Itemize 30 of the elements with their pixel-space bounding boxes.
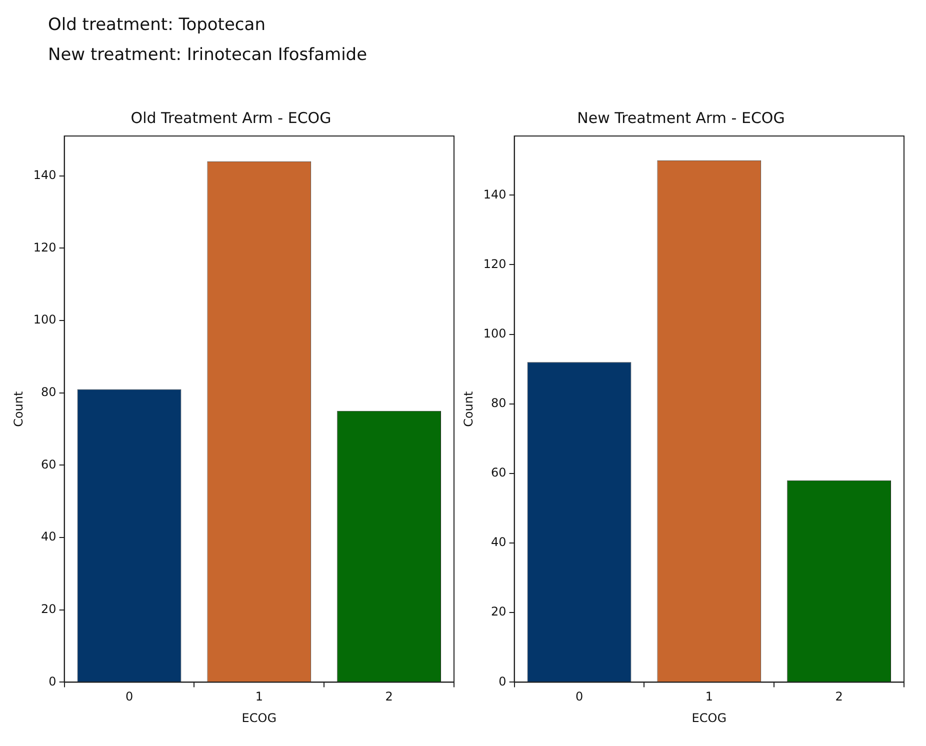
y-tick-label: 140 bbox=[33, 168, 56, 182]
y-tick-label: 100 bbox=[33, 312, 56, 327]
y-tick-label: 60 bbox=[491, 466, 506, 480]
y-tick-label: 100 bbox=[483, 326, 506, 340]
chart-title: Old Treatment Arm - ECOG bbox=[130, 108, 332, 127]
y-tick-label: 20 bbox=[491, 604, 506, 619]
y-tick-label: 120 bbox=[33, 240, 56, 254]
x-tick-label: 0 bbox=[575, 690, 584, 704]
x-tick-label: 1 bbox=[705, 690, 713, 704]
x-axis-title: ECOG bbox=[692, 710, 727, 725]
text: New treatment: Irinotecan Ifosfamide bbox=[48, 44, 368, 67]
x-axis-title: ECOG bbox=[242, 710, 277, 725]
text: Old treatment: Topotecan bbox=[48, 14, 266, 37]
y-tick-label: 40 bbox=[491, 535, 506, 550]
y-tick-label: 60 bbox=[41, 457, 56, 472]
y-axis-title: Count bbox=[461, 390, 476, 427]
x-tick-label: 1 bbox=[255, 690, 263, 704]
y-tick-label: 0 bbox=[48, 674, 56, 688]
x-tick-label: 2 bbox=[385, 690, 393, 704]
y-tick-label: 20 bbox=[41, 602, 56, 616]
x-tick-label: 2 bbox=[835, 690, 843, 704]
y-tick-label: 140 bbox=[483, 187, 506, 202]
chart-title: New Treatment Arm - ECOG bbox=[577, 108, 785, 127]
x-tick-label: 0 bbox=[125, 690, 134, 704]
y-axis-title: Count bbox=[11, 390, 26, 427]
y-tick-label: 0 bbox=[498, 674, 506, 688]
y-tick-label: 80 bbox=[41, 384, 56, 399]
y-tick-label: 40 bbox=[41, 530, 56, 544]
y-tick-label: 80 bbox=[491, 396, 506, 410]
y-tick-label: 120 bbox=[483, 256, 506, 271]
